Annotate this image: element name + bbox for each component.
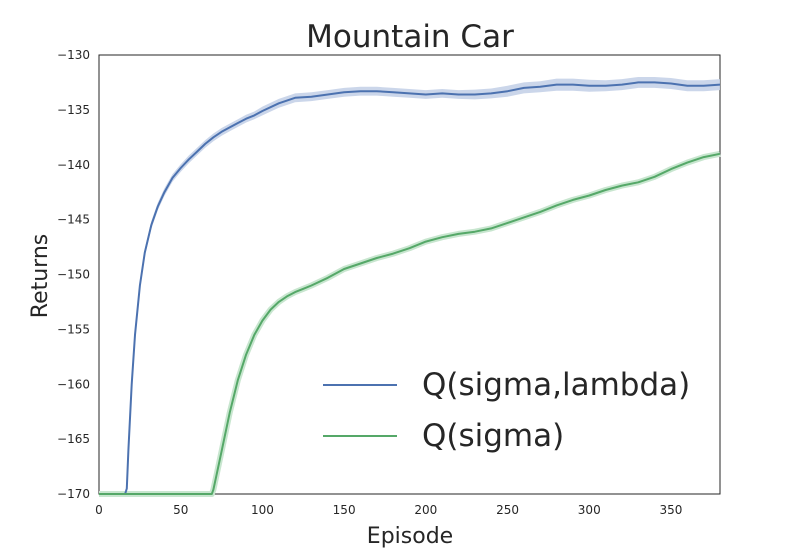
y-tick-label: −165 bbox=[57, 432, 90, 446]
x-axis-label: Episode bbox=[367, 524, 453, 549]
x-tick-label: 250 bbox=[496, 503, 519, 517]
legend-label-0: Q(sigma,lambda) bbox=[422, 367, 690, 403]
y-tick-label: −155 bbox=[57, 322, 90, 336]
x-tick-label: 0 bbox=[95, 503, 103, 517]
x-axis-ticks: 0 50 100 150 200 250 300 350 bbox=[95, 503, 682, 517]
x-tick-label: 100 bbox=[251, 503, 274, 517]
y-tick-label: −140 bbox=[57, 158, 90, 172]
y-tick-label: −130 bbox=[57, 48, 90, 62]
x-tick-label: 350 bbox=[660, 503, 683, 517]
legend: Q(sigma,lambda) Q(sigma) bbox=[323, 367, 690, 454]
y-tick-label: −150 bbox=[57, 268, 90, 282]
series-line-0 bbox=[99, 81, 721, 495]
y-tick-label: −135 bbox=[57, 103, 90, 117]
series-lines bbox=[99, 81, 721, 497]
legend-label-1: Q(sigma) bbox=[422, 418, 564, 454]
y-tick-label: −160 bbox=[57, 377, 90, 391]
x-tick-label: 150 bbox=[333, 503, 356, 517]
y-axis-label: Returns bbox=[28, 234, 53, 318]
series-line-1 bbox=[99, 152, 721, 495]
y-axis-ticks: −130 −135 −140 −145 −150 −155 −160 −165 −170 bbox=[57, 48, 90, 501]
chart-title: Mountain Car bbox=[306, 19, 514, 55]
plot-frame bbox=[98, 54, 721, 495]
x-tick-label: 200 bbox=[414, 503, 437, 517]
x-tick-label: 300 bbox=[578, 503, 601, 517]
plot-area bbox=[98, 54, 721, 497]
x-tick-label: 50 bbox=[173, 503, 188, 517]
y-tick-label: −145 bbox=[57, 213, 90, 227]
y-tick-label: −170 bbox=[57, 487, 90, 501]
